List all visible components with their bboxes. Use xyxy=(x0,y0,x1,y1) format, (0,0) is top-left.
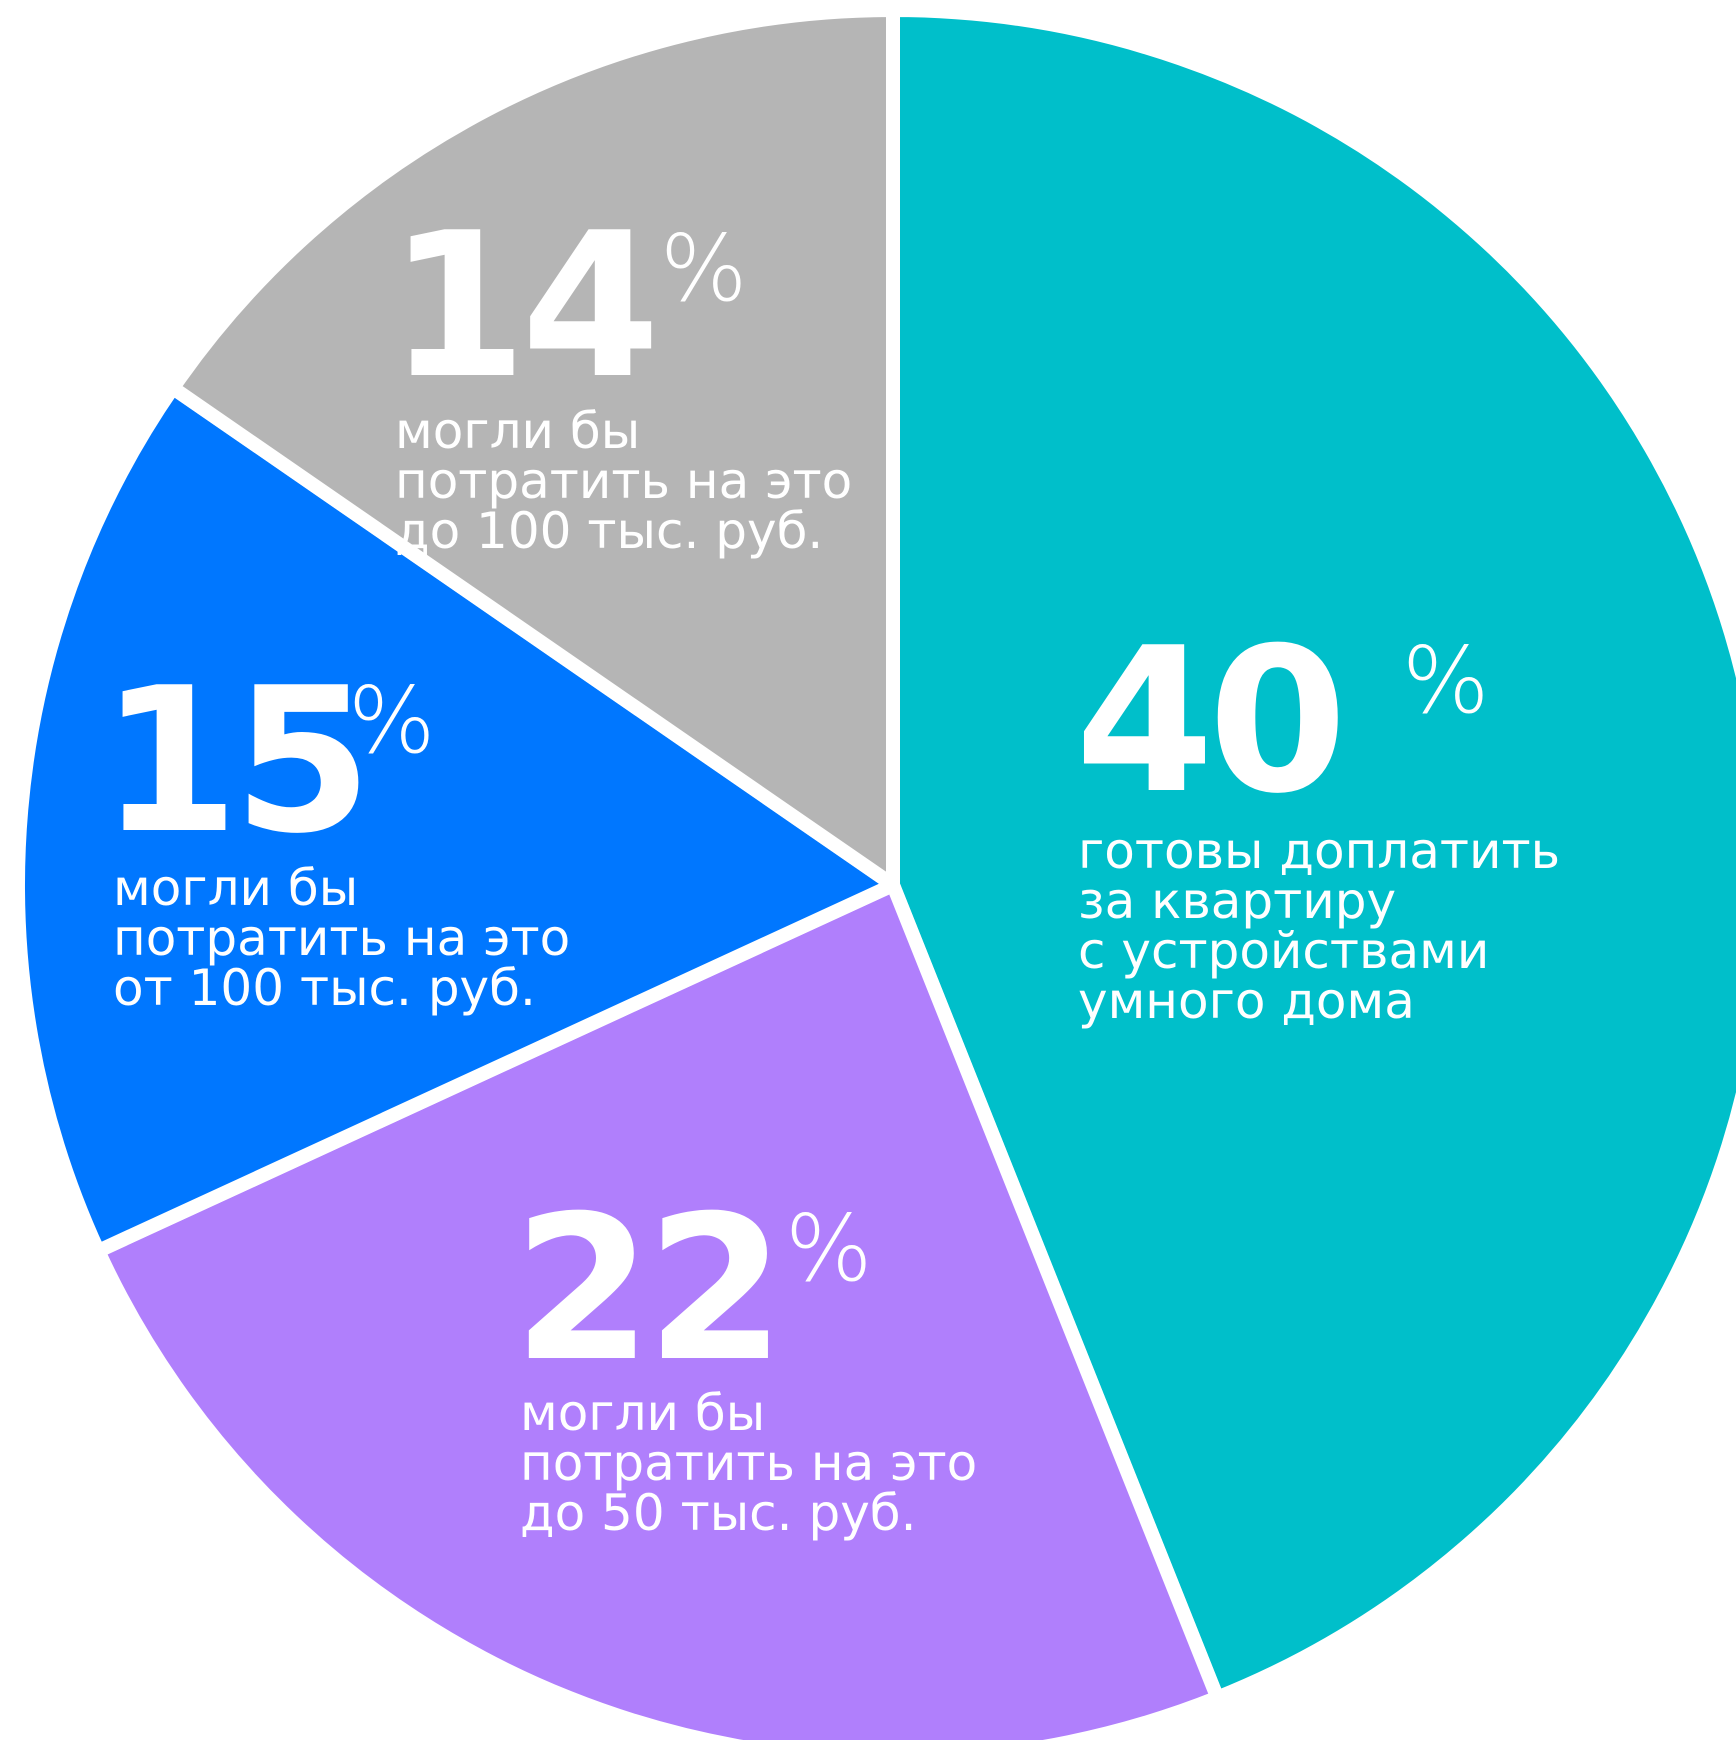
pie-slice-3 xyxy=(165,3,900,892)
slice-label-group-0: 40 % готовы доплатить за квартиру с устр… xyxy=(1075,605,1560,1030)
slice-description-1-line-2: потратить на это xyxy=(520,1434,977,1492)
slice-description-1-line-1: могли бы xyxy=(520,1384,765,1442)
slice-percent-sign-0: % xyxy=(1402,627,1489,734)
slice-percent-sign-1: % xyxy=(785,1195,872,1302)
slice-label-group-1: 22 % могли бы потратить на это до 50 тыс… xyxy=(513,1173,977,1542)
slice-description-3-line-2: потратить на это xyxy=(395,452,852,510)
slice-description-0-line-1: готовы доплатить xyxy=(1078,822,1560,880)
slice-value-1: 22 xyxy=(513,1173,779,1406)
slice-description-1-line-3: до 50 тыс. руб. xyxy=(520,1484,917,1542)
slice-description-2-line-3: от 100 тыс. руб. xyxy=(113,959,536,1017)
slice-description-0-line-3: с устройствами xyxy=(1078,922,1489,980)
pie-slice-0 xyxy=(886,3,1736,1705)
pie-slice-1 xyxy=(91,878,1225,1740)
slice-description-2-line-1: могли бы xyxy=(113,859,358,917)
slice-value-3: 14 xyxy=(388,190,654,423)
slice-description-3-line-1: могли бы xyxy=(395,402,640,460)
slice-description-3-line-3: до 100 тыс. руб. xyxy=(395,502,823,560)
slice-description-0-line-4: умного дома xyxy=(1078,972,1415,1030)
slice-percent-sign-2: % xyxy=(348,667,435,774)
slice-value-2: 15 xyxy=(100,645,366,878)
slice-label-group-2: 15 % могли бы потратить на это от 100 ты… xyxy=(100,645,570,1017)
slice-label-group-3: 14 % могли бы потратить на это до 100 ты… xyxy=(388,190,852,560)
pie-slice-2 xyxy=(11,380,900,1258)
slice-description-0-line-2: за квартиру xyxy=(1078,872,1396,930)
slice-value-0: 40 xyxy=(1075,605,1341,838)
slice-description-2-line-2: потратить на это xyxy=(113,909,570,967)
slice-percent-sign-3: % xyxy=(660,215,747,322)
pie-slices xyxy=(11,3,1736,1740)
